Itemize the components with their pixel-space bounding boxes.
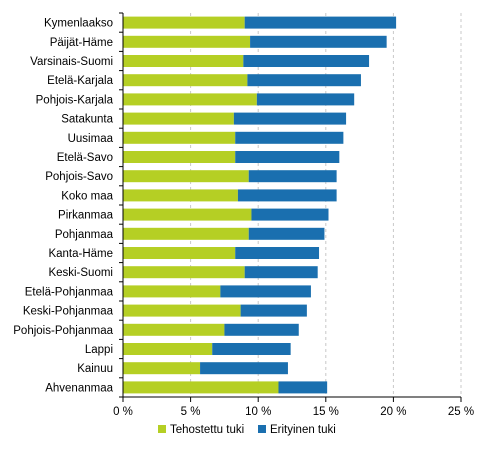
bar-tehostettu-11	[123, 227, 249, 240]
legend-swatch-tehostettu	[158, 425, 166, 433]
legend-label-erityinen: Erityinen tuki	[270, 424, 336, 436]
x-tick-label: 15 %	[313, 406, 339, 418]
category-label: Kanta-Häme	[48, 248, 113, 260]
bar-tehostettu-0	[123, 16, 245, 29]
bar-tehostettu-5	[123, 112, 234, 125]
bar-tehostettu-3	[123, 74, 248, 87]
x-tick-label: 20 %	[380, 406, 406, 418]
axes: 0 % 5 % 10 % 15 % 20 % 25 %	[113, 12, 474, 418]
x-tick-label: 25 %	[448, 406, 474, 418]
bar-erityinen-1	[250, 35, 387, 48]
bar-erityinen-9	[237, 189, 337, 202]
legend-label-tehostettu: Tehostettu tuki	[170, 424, 244, 436]
category-label: Keski-Pohjanmaa	[23, 306, 114, 318]
x-tick-label: 5 %	[181, 406, 201, 418]
bar-tehostettu-18	[123, 362, 201, 375]
bar-erityinen-12	[235, 247, 320, 259]
bar-erityinen-11	[248, 227, 325, 240]
category-label: Pohjois-Savo	[45, 171, 113, 183]
bar-tehostettu-12	[123, 247, 236, 259]
bar-tehostettu-15	[123, 304, 241, 317]
bar-tehostettu-8	[123, 170, 249, 183]
category-label: Ahvenanmaa	[45, 382, 113, 394]
category-label: Päijät-Häme	[50, 37, 113, 49]
category-label: Pirkanmaa	[58, 210, 114, 222]
bar-tehostettu-7	[123, 151, 236, 163]
category-label: Pohjois-Karjala	[36, 94, 114, 106]
bar-erityinen-5	[233, 112, 347, 125]
bar-erityinen-14	[220, 285, 311, 298]
bar-erityinen-8	[248, 170, 337, 183]
bar-erityinen-13	[244, 266, 318, 279]
x-tick-label: 10 %	[245, 406, 271, 418]
bar-tehostettu-19	[123, 381, 279, 394]
bar-tehostettu-2	[123, 55, 244, 67]
bar-erityinen-17	[212, 343, 291, 355]
category-label: Uusimaa	[68, 133, 114, 145]
bars	[123, 16, 397, 394]
bar-erityinen-3	[247, 74, 361, 87]
category-label: Pohjois-Pohjanmaa	[13, 325, 113, 337]
category-label: Etelä-Savo	[57, 152, 113, 164]
category-label: Koko maa	[61, 190, 113, 202]
bar-tehostettu-14	[123, 285, 221, 298]
bar-erityinen-6	[235, 131, 344, 144]
category-labels: Kymenlaakso Päijät-Häme Varsinais-Suomi Ete…	[13, 18, 113, 395]
category-label: Etelä-Pohjanmaa	[25, 286, 114, 298]
bar-erityinen-10	[251, 208, 329, 221]
bar-erityinen-2	[243, 55, 370, 67]
category-label: Kymenlaakso	[44, 18, 113, 30]
bar-erityinen-0	[244, 16, 397, 29]
bar-erityinen-19	[278, 381, 328, 394]
bar-tehostettu-13	[123, 266, 245, 279]
bar-erityinen-16	[224, 323, 299, 336]
bar-tehostettu-10	[123, 208, 252, 221]
bar-erityinen-7	[235, 151, 340, 163]
category-label: Pohjanmaa	[55, 229, 114, 241]
legend: Tehostettu tuki Erityinen tuki	[158, 424, 336, 436]
bar-erityinen-15	[240, 304, 307, 317]
category-label: Lappi	[85, 344, 113, 356]
category-label: Varsinais-Suomi	[30, 56, 113, 68]
bar-tehostettu-4	[123, 93, 257, 106]
bar-tehostettu-16	[123, 323, 225, 336]
bar-tehostettu-9	[123, 189, 238, 202]
bar-tehostettu-6	[123, 131, 236, 144]
category-label: Keski-Suomi	[48, 267, 113, 279]
bar-tehostettu-1	[123, 35, 251, 48]
legend-swatch-erityinen	[258, 425, 266, 433]
category-label: Satakunta	[61, 114, 113, 126]
bar-tehostettu-17	[123, 343, 213, 355]
grid-lines	[190, 13, 462, 397]
bar-erityinen-4	[256, 93, 355, 106]
bar-erityinen-18	[200, 362, 288, 375]
x-tick-label: 0 %	[113, 406, 133, 418]
category-label: Etelä-Karjala	[47, 75, 113, 87]
category-label: Kainuu	[77, 363, 113, 375]
